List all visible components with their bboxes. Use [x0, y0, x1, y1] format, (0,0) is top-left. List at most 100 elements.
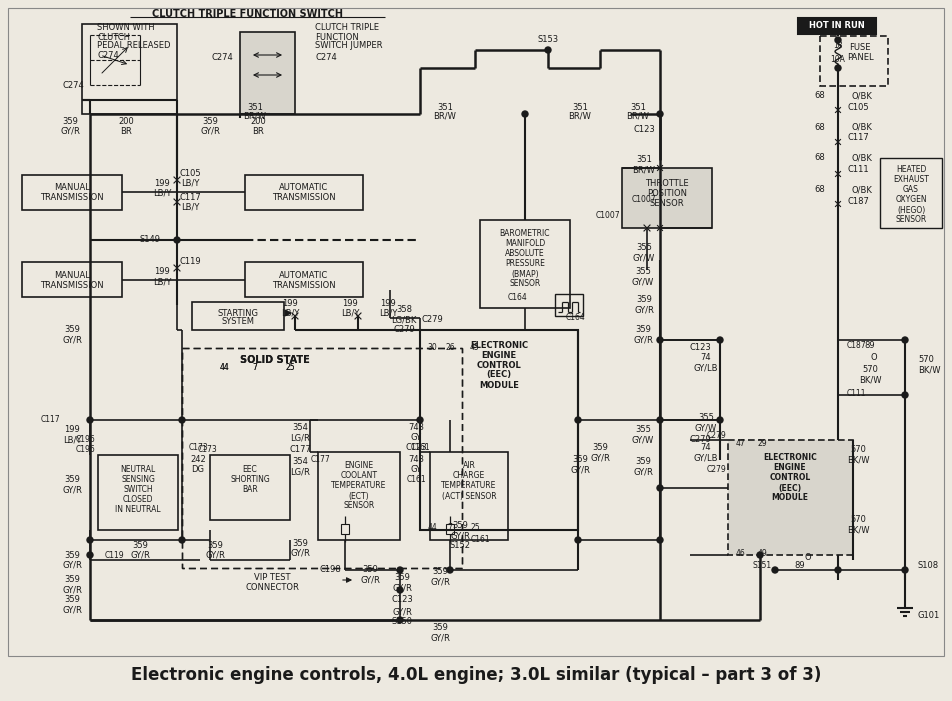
Text: GY/W: GY/W: [632, 435, 654, 444]
Bar: [318, 452, 400, 540]
Text: SHORTING: SHORTING: [230, 475, 269, 484]
Text: LG/R: LG/R: [290, 433, 310, 442]
Text: C279: C279: [706, 465, 726, 475]
Text: GY/R: GY/R: [360, 576, 380, 585]
Text: 743: 743: [408, 423, 424, 433]
Text: BK/W: BK/W: [859, 376, 882, 385]
Text: 359: 359: [635, 325, 651, 334]
Circle shape: [179, 417, 185, 423]
Text: 359: 359: [432, 568, 448, 576]
Text: GY/R: GY/R: [392, 583, 412, 592]
Text: 44: 44: [220, 364, 229, 372]
Text: O: O: [871, 353, 878, 362]
Circle shape: [87, 537, 93, 543]
Text: 359: 359: [362, 566, 378, 575]
Text: SOLID STATE: SOLID STATE: [240, 355, 309, 365]
Text: 74: 74: [701, 444, 711, 453]
Text: O/BK: O/BK: [851, 154, 872, 163]
Text: ELECTRONIC: ELECTRONIC: [470, 341, 528, 350]
Text: 359: 359: [635, 458, 651, 466]
Circle shape: [87, 417, 93, 423]
Text: EEC: EEC: [243, 465, 257, 475]
Circle shape: [174, 237, 180, 243]
Circle shape: [835, 65, 841, 71]
Text: FUNCTION: FUNCTION: [315, 32, 359, 41]
Text: C161: C161: [470, 536, 490, 545]
Text: LG/BK: LG/BK: [391, 315, 417, 325]
Text: MANUAL: MANUAL: [54, 184, 89, 193]
Bar: [446, 524, 454, 534]
Text: 351: 351: [630, 102, 646, 111]
Text: C105: C105: [179, 168, 201, 177]
Text: 351: 351: [248, 102, 263, 111]
Text: SYSTEM: SYSTEM: [222, 318, 254, 327]
Text: CONTROL: CONTROL: [769, 473, 810, 482]
Bar: [480, 220, 570, 308]
Text: 7: 7: [252, 364, 257, 372]
Text: SENSOR: SENSOR: [344, 501, 375, 510]
Bar: [430, 452, 508, 540]
Text: (BMAP): (BMAP): [511, 269, 539, 278]
Text: 199: 199: [64, 426, 80, 435]
Text: 359: 359: [592, 444, 608, 453]
Text: GY/R: GY/R: [62, 606, 82, 615]
Circle shape: [657, 111, 663, 117]
Text: 359: 359: [394, 573, 410, 583]
Text: C177: C177: [289, 446, 311, 454]
Text: EXHAUST: EXHAUST: [893, 175, 929, 184]
Text: STARTING: STARTING: [217, 308, 259, 318]
Text: C187: C187: [846, 341, 866, 350]
Text: SHOWN WITH: SHOWN WITH: [97, 24, 154, 32]
Text: TRANSMISSION: TRANSMISSION: [272, 280, 336, 290]
Text: LB/Y: LB/Y: [281, 308, 299, 318]
Text: BK/W: BK/W: [846, 456, 869, 465]
Text: LB/Y: LB/Y: [181, 179, 199, 187]
Text: GY/R: GY/R: [130, 550, 149, 559]
Text: 359: 359: [432, 623, 448, 632]
Text: BR/W: BR/W: [632, 165, 655, 175]
Text: FUSE: FUSE: [849, 43, 871, 53]
Text: C279: C279: [689, 435, 711, 444]
Text: ENGINE: ENGINE: [482, 350, 517, 360]
Text: BK/W: BK/W: [846, 526, 869, 534]
Text: GY/R: GY/R: [62, 585, 82, 594]
Bar: [182, 348, 462, 568]
Text: 359: 359: [132, 540, 148, 550]
Text: 49: 49: [757, 548, 767, 557]
Circle shape: [836, 38, 840, 42]
Text: IN NEUTRAL: IN NEUTRAL: [115, 505, 161, 515]
Text: C274: C274: [211, 53, 233, 62]
Bar: [341, 524, 349, 534]
Text: (EEC): (EEC): [486, 371, 511, 379]
Text: MODULE: MODULE: [771, 494, 808, 503]
Text: 199: 199: [154, 179, 169, 187]
Text: TRANSMISSION: TRANSMISSION: [272, 193, 336, 203]
Circle shape: [657, 417, 663, 423]
Text: TEMPERATURE: TEMPERATURE: [331, 482, 387, 491]
Text: LB/Y: LB/Y: [341, 308, 359, 318]
Bar: [880, 158, 942, 228]
Text: C161: C161: [410, 444, 430, 453]
Text: BR: BR: [252, 126, 264, 135]
Text: S153: S153: [538, 36, 559, 44]
Text: SENSOR: SENSOR: [896, 215, 926, 224]
Text: 45: 45: [470, 343, 480, 353]
Text: 25: 25: [286, 364, 295, 372]
Text: BR/W: BR/W: [433, 111, 456, 121]
Circle shape: [545, 47, 551, 53]
Text: BR/W: BR/W: [626, 111, 649, 121]
Text: C123: C123: [689, 343, 711, 353]
Text: C279: C279: [422, 315, 444, 325]
Text: LB/Y: LB/Y: [181, 203, 199, 212]
Text: 26: 26: [446, 343, 455, 353]
Text: C119: C119: [105, 550, 125, 559]
Text: 355: 355: [636, 243, 652, 252]
Text: S151: S151: [753, 561, 772, 569]
Bar: [82, 24, 177, 114]
Text: C123: C123: [633, 125, 655, 135]
Text: GY/R: GY/R: [205, 550, 225, 559]
Text: TRANSMISSION: TRANSMISSION: [40, 193, 104, 203]
Text: C119: C119: [179, 257, 201, 266]
Text: O: O: [804, 552, 811, 562]
Text: 359: 359: [636, 296, 652, 304]
